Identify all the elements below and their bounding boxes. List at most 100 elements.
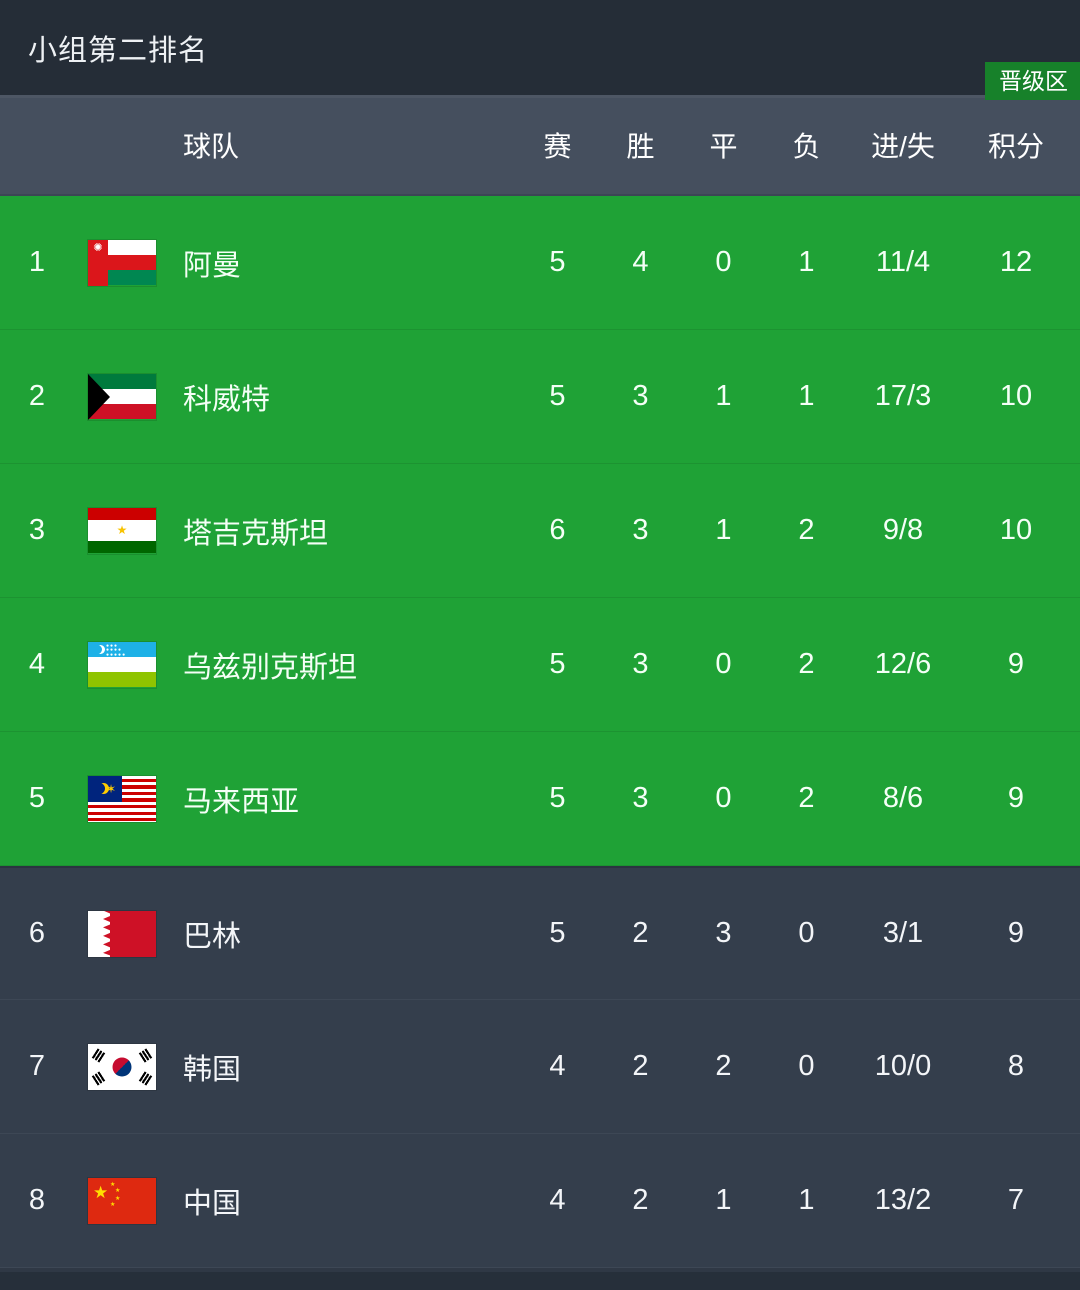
row-points: 9 <box>1007 648 1025 680</box>
row-played: 5 <box>549 246 566 278</box>
row-played: 4 <box>549 1050 566 1082</box>
bahrain-flag <box>88 910 156 957</box>
row-flag: ★ <box>74 507 170 554</box>
row-goals: 3/1 <box>882 917 924 949</box>
row-flag: ✶ <box>74 775 170 822</box>
oman-flag: ✺ <box>88 239 156 286</box>
row-won: 2 <box>632 1184 649 1216</box>
row-points: 10 <box>999 514 1033 546</box>
table-column-header: 球队 赛 胜 平 负 进/失 积分 <box>0 95 1080 196</box>
header-points: 积分 <box>987 130 1044 162</box>
table-row[interactable]: 8 ★ ★ ★ ★ ★ 中国 4 2 1 1 13/2 7 <box>0 1134 1080 1268</box>
row-lost: 2 <box>798 782 815 814</box>
row-flag <box>74 1043 170 1090</box>
row-flag <box>74 373 170 420</box>
header-lost: 负 <box>792 130 821 162</box>
row-lost: 2 <box>798 648 815 680</box>
row-goals: 13/2 <box>874 1184 932 1216</box>
row-played: 5 <box>549 782 566 814</box>
qualification-zone-badge: 晋级区 <box>985 62 1080 100</box>
row-rank: 5 <box>28 782 46 814</box>
row-flag: ●●● ●●●● ●●●●● <box>74 641 170 688</box>
row-rank: 2 <box>28 380 46 412</box>
row-rank: 4 <box>28 648 46 680</box>
row-team-name: 中国 <box>183 1187 242 1220</box>
row-lost: 1 <box>798 246 815 278</box>
row-team-name: 阿曼 <box>183 249 242 282</box>
row-lost: 0 <box>798 917 815 949</box>
table-row[interactable]: 2 科威特 5 3 1 1 17/3 10 <box>0 330 1080 464</box>
row-goals: 8/6 <box>882 782 924 814</box>
row-goals: 17/3 <box>874 380 932 412</box>
row-team-name: 巴林 <box>183 920 242 953</box>
row-drawn: 1 <box>715 514 732 546</box>
malaysia-flag: ✶ <box>88 775 156 822</box>
row-played: 5 <box>549 917 566 949</box>
header-played: 赛 <box>543 130 572 162</box>
bottom-strip <box>0 1272 1080 1290</box>
row-goals: 9/8 <box>882 514 924 546</box>
standings-table: 晋级区 1 ✺ 阿曼 5 4 0 1 11/4 12 2 科威特 5 3 1 1… <box>0 62 1080 1268</box>
row-drawn: 2 <box>715 1050 732 1082</box>
tajikistan-flag: ★ <box>88 507 156 554</box>
row-rank: 7 <box>28 1050 46 1082</box>
row-points: 12 <box>999 246 1033 278</box>
row-points: 8 <box>1007 1050 1025 1082</box>
row-flag: ★ ★ ★ ★ ★ <box>74 1177 170 1224</box>
page-title: 小组第二排名 <box>28 34 209 67</box>
row-drawn: 0 <box>715 246 732 278</box>
row-lost: 2 <box>798 514 815 546</box>
row-drawn: 0 <box>715 648 732 680</box>
table-row[interactable]: 5 ✶ 马来西亚 5 3 0 2 8/6 9 <box>0 732 1080 866</box>
row-played: 5 <box>549 648 566 680</box>
row-won: 2 <box>632 1050 649 1082</box>
row-won: 2 <box>632 917 649 949</box>
row-drawn: 0 <box>715 782 732 814</box>
header-drawn: 平 <box>709 130 738 162</box>
row-won: 4 <box>632 246 649 278</box>
row-drawn: 1 <box>715 1184 732 1216</box>
row-won: 3 <box>632 648 649 680</box>
row-played: 5 <box>549 380 566 412</box>
header-won: 胜 <box>626 130 655 162</box>
row-flag: ✺ <box>74 239 170 286</box>
table-row[interactable]: 7 韩国 4 2 2 0 10/0 8 <box>0 1000 1080 1134</box>
row-lost: 1 <box>798 380 815 412</box>
table-row[interactable]: 晋级区 1 ✺ 阿曼 5 4 0 1 11/4 12 <box>0 62 1080 330</box>
row-team-name: 科威特 <box>183 383 271 416</box>
row-goals: 12/6 <box>874 648 932 680</box>
row-points: 9 <box>1007 917 1025 949</box>
row-team-name: 韩国 <box>183 1053 242 1086</box>
table-row[interactable]: 3 ★ 塔吉克斯坦 6 3 1 2 9/8 10 <box>0 464 1080 598</box>
row-flag <box>74 910 170 957</box>
row-lost: 0 <box>798 1050 815 1082</box>
row-rank: 1 <box>28 246 46 278</box>
header-team: 球队 <box>183 130 240 162</box>
uzbekistan-flag: ●●● ●●●● ●●●●● <box>88 641 156 688</box>
south-korea-flag <box>88 1043 156 1090</box>
row-won: 3 <box>632 782 649 814</box>
row-won: 3 <box>632 380 649 412</box>
china-flag: ★ ★ ★ ★ ★ <box>88 1177 156 1224</box>
row-points: 9 <box>1007 782 1025 814</box>
row-points: 10 <box>999 380 1033 412</box>
row-team-name: 马来西亚 <box>183 785 300 818</box>
row-drawn: 3 <box>715 917 732 949</box>
row-goals: 10/0 <box>874 1050 932 1082</box>
row-rank: 8 <box>28 1184 46 1216</box>
row-rank: 3 <box>28 514 46 546</box>
row-drawn: 1 <box>715 380 732 412</box>
row-rank: 6 <box>28 917 46 949</box>
kuwait-flag <box>88 373 156 420</box>
title-bar: 小组第二排名 <box>0 0 1080 95</box>
row-goals: 11/4 <box>875 246 931 278</box>
row-lost: 1 <box>798 1184 815 1216</box>
row-played: 4 <box>549 1184 566 1216</box>
table-row[interactable]: 4 ●●● ●●●● ●●●●● 乌兹别克斯坦 5 3 0 2 12/6 9 <box>0 598 1080 732</box>
header-goals: 进/失 <box>871 130 935 162</box>
row-team-name: 塔吉克斯坦 <box>183 517 329 550</box>
table-row[interactable]: 6 巴林 5 2 3 0 3/1 9 <box>0 866 1080 1000</box>
row-team-name: 乌兹别克斯坦 <box>183 651 358 684</box>
row-played: 6 <box>549 514 566 546</box>
row-won: 3 <box>632 514 649 546</box>
